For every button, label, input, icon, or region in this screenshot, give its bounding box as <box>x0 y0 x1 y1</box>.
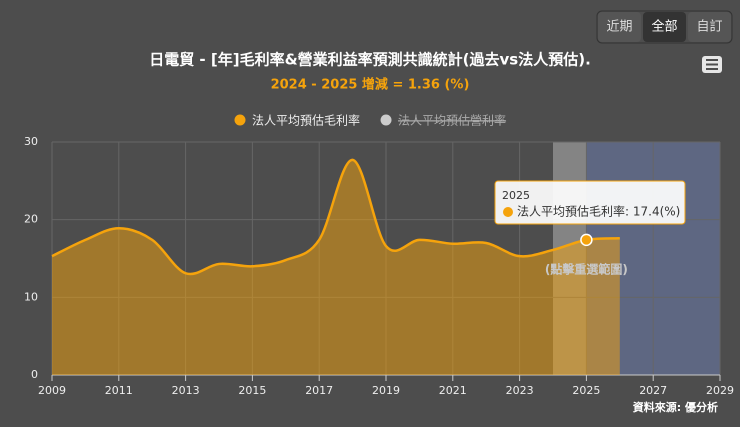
tooltip-text: 法人平均預估毛利率: 17.4(%) <box>517 204 680 219</box>
credit: 資料來源: 優分析 <box>633 400 718 414</box>
button-bg <box>688 12 731 42</box>
button-label: 全部 <box>651 19 677 35</box>
tooltip-box <box>494 180 686 225</box>
y-tick-label: 30 <box>24 135 38 148</box>
x-tick-label: 2019 <box>372 384 400 397</box>
x-tick-label: 2009 <box>38 384 66 397</box>
legend-label: 法人平均預估毛利率 <box>252 113 360 128</box>
y-tick-label: 0 <box>31 368 38 381</box>
line <box>51 158 620 276</box>
hover-point <box>580 233 593 247</box>
x-tick-label: 2017 <box>305 384 333 397</box>
button-label: 自訂 <box>696 19 722 35</box>
button-bg <box>598 12 641 42</box>
x-tick-label: 2013 <box>172 384 200 397</box>
y-tick-label: 10 <box>24 290 38 303</box>
range-button[interactable]: 全部 <box>643 12 686 42</box>
y-tick-label: 20 <box>24 213 38 226</box>
chart-title: 日電貿 - [年]毛利率&營業利益率預測共識統計(過去vs法人預估). <box>149 51 591 69</box>
legend-marker <box>380 114 392 126</box>
tooltip-marker <box>503 207 513 217</box>
legend-marker <box>234 114 246 126</box>
button-bg <box>643 12 686 42</box>
legend-label: 法人平均預估營利率 <box>398 113 506 128</box>
x-tick-label: 2025 <box>572 384 600 397</box>
area <box>52 159 620 375</box>
x-tick-label: 2021 <box>439 384 467 397</box>
range-button[interactable]: 近期 <box>598 12 641 42</box>
x-tick-label: 2029 <box>706 384 734 397</box>
x-tick-label: 2023 <box>506 384 534 397</box>
button-label: 近期 <box>606 20 632 35</box>
x-tick-label: 2015 <box>238 384 266 397</box>
tooltip-title: 2025 <box>502 189 530 202</box>
x-tick-label: 2011 <box>105 384 133 397</box>
x-tick-label: 2027 <box>639 384 667 397</box>
range-button[interactable]: 自訂 <box>688 12 731 42</box>
menu-button[interactable] <box>699 52 725 76</box>
band-label: (點擊重選範圍) <box>545 262 628 277</box>
chart-subtitle: 2024 - 2025 增減 = 1.36 (%) <box>271 77 470 93</box>
